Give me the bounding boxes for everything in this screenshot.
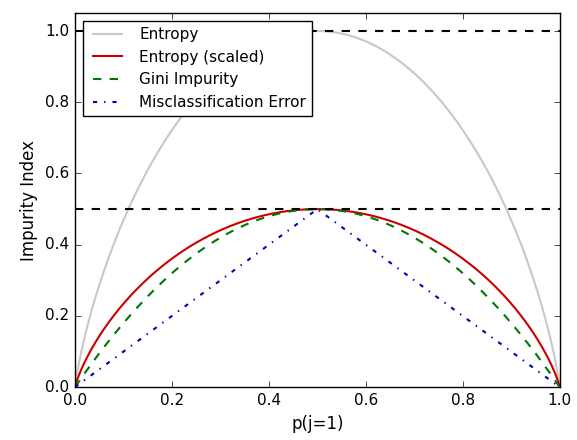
Legend: Entropy, Entropy (scaled), Gini Impurity, Misclassification Error: Entropy, Entropy (scaled), Gini Impurity… <box>83 21 312 116</box>
Misclassification Error <box>121 348 128 353</box>
Gini Impurity <box>459 270 466 275</box>
Line: Misclassification Error: Misclassification Error <box>75 209 560 387</box>
Gini Impurity <box>285 209 292 214</box>
Line: Entropy (scaled): Entropy (scaled) <box>75 209 560 387</box>
Gini Impurity <box>121 319 128 325</box>
Misclassification Error <box>314 207 321 212</box>
Gini Impurity <box>268 213 275 218</box>
Gini Impurity <box>405 231 412 237</box>
Misclassification Error <box>72 385 78 390</box>
Line: Gini Impurity: Gini Impurity <box>75 209 560 387</box>
Entropy <box>405 66 412 71</box>
Entropy <box>556 385 563 390</box>
Entropy (scaled) <box>459 256 466 261</box>
Misclassification Error <box>450 307 457 312</box>
Entropy (scaled) <box>405 225 412 230</box>
Line: Entropy: Entropy <box>75 31 560 387</box>
Entropy (scaled) <box>450 249 457 255</box>
Entropy (scaled) <box>556 385 563 390</box>
Entropy <box>121 215 128 220</box>
Entropy <box>459 127 466 132</box>
Entropy <box>450 114 457 120</box>
Entropy <box>268 38 275 43</box>
Misclassification Error <box>556 385 563 390</box>
Misclassification Error <box>285 227 292 233</box>
Misclassification Error <box>268 241 275 246</box>
Misclassification Error <box>459 313 466 318</box>
X-axis label: p(j=1): p(j=1) <box>291 414 343 433</box>
Gini Impurity <box>556 385 563 390</box>
Entropy (scaled) <box>72 385 78 390</box>
Entropy (scaled) <box>314 206 321 212</box>
Gini Impurity <box>450 263 457 268</box>
Entropy <box>72 385 78 390</box>
Gini Impurity <box>72 385 78 390</box>
Entropy (scaled) <box>285 208 292 213</box>
Entropy <box>314 28 321 33</box>
Gini Impurity <box>314 206 321 212</box>
Y-axis label: Impurity Index: Impurity Index <box>20 139 38 260</box>
Misclassification Error <box>405 273 412 279</box>
Entropy <box>285 32 292 37</box>
Entropy (scaled) <box>268 211 275 216</box>
Entropy (scaled) <box>121 300 128 305</box>
